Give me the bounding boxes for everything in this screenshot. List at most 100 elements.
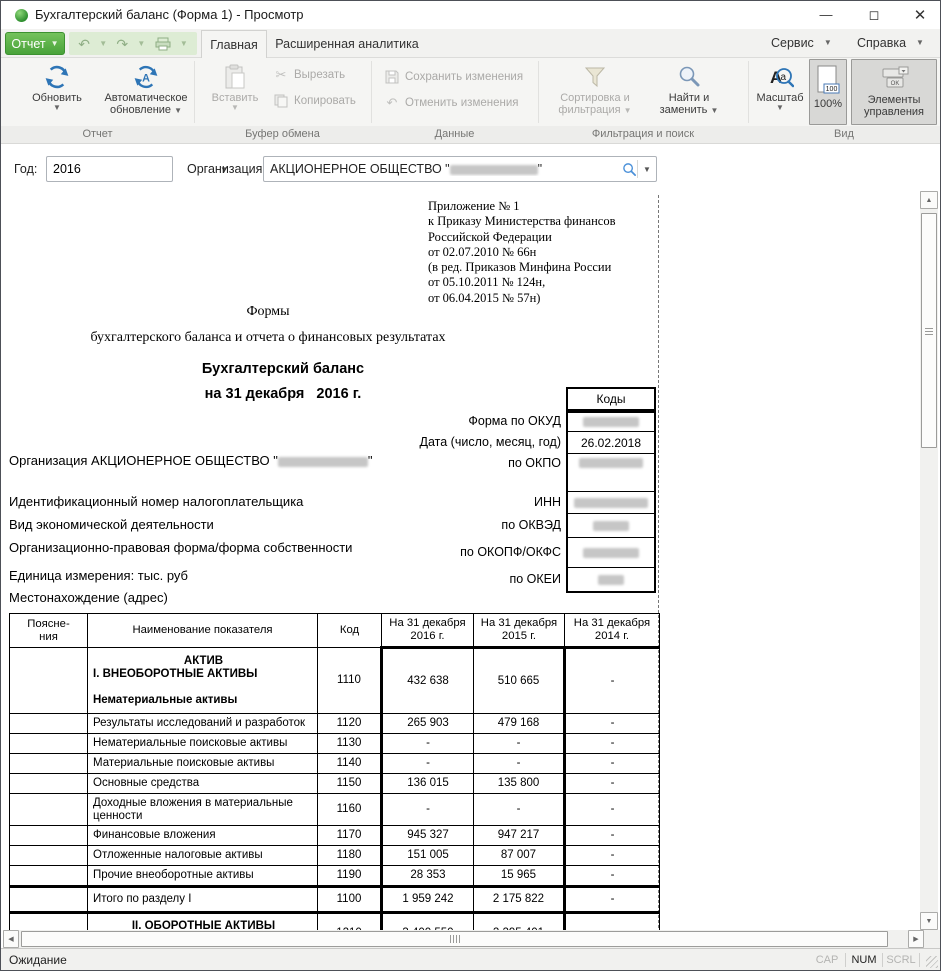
maximize-button[interactable]: ◻ (868, 6, 880, 22)
svg-text:a: a (781, 72, 787, 83)
redacted-text (277, 456, 368, 467)
codes-labels: Форма по ОКУД Дата (число, месяц, год) п… (419, 414, 561, 586)
group-label-filter-search: Фильтрация и поиск (591, 128, 695, 140)
scroll-right-button[interactable]: ▶ (908, 930, 924, 948)
cut-button: ✂ Вырезать (273, 67, 346, 83)
num-lock-indicator: NUM (851, 953, 877, 966)
tab-home[interactable]: Главная (201, 30, 267, 58)
code-value (568, 491, 654, 513)
paste-button: Вставить ▼ (203, 60, 267, 112)
forms-title-line1: Формы (246, 304, 290, 319)
code-value (568, 537, 654, 567)
redacted-text (449, 164, 538, 175)
tab-row: Отчет ▼ ↶ ▼ ↷ ▼ ▼ Главная Расширенная анал… (1, 29, 940, 58)
report-menu-button[interactable]: Отчет ▼ (5, 32, 65, 55)
minimize-button[interactable]: — (819, 7, 833, 22)
horizontal-scrollbar[interactable]: ◀ ▶ (3, 930, 924, 948)
redacted-text (593, 520, 629, 531)
report-date: на 31 декабря 2016 г. (204, 386, 362, 402)
redacted-text (598, 574, 624, 585)
find-replace-button[interactable]: Найти и заменить ▼ (643, 60, 735, 116)
table-row: Доходные вложения в материальные ценност… (9, 793, 660, 826)
ribbon-separator (748, 61, 749, 123)
app-icon (15, 9, 28, 22)
caret-down-icon[interactable]: ▼ (99, 38, 108, 48)
redacted-text (574, 497, 648, 508)
caret-down-icon: ▼ (623, 106, 632, 115)
vertical-scrollbar[interactable]: ▲ ▼ (920, 191, 938, 930)
organization-line: Организация АКЦИОНЕРНОЕ ОБЩЕСТВО " " (9, 453, 373, 468)
page-boundary-line (658, 195, 659, 928)
svg-text:A: A (142, 72, 150, 84)
table-row: Финансовые вложения 1170 945 327 947 217… (9, 825, 660, 846)
ribbon-separator (371, 61, 372, 123)
thumb-grip (925, 326, 933, 335)
table-row: АКТИВ I. ВНЕОБОРОТНЫЕ АКТИВЫ Нематериаль… (9, 646, 660, 714)
controls-button[interactable]: OK Элементы управления (851, 59, 937, 125)
menu-service[interactable]: Сервис ▼ (771, 36, 832, 50)
refresh-button[interactable]: Обновить ▼ (15, 60, 99, 112)
auto-refresh-button[interactable]: A Автоматическое обновление ▼ (99, 60, 193, 116)
table-header-row: Поясне-ния Наименование показателя Код Н… (9, 613, 660, 648)
menu-help[interactable]: Справка ▼ (857, 36, 924, 50)
caret-down-icon: ▼ (916, 38, 924, 47)
print-icon[interactable] (155, 37, 171, 51)
scroll-up-button[interactable]: ▲ (920, 191, 938, 209)
redacted-text (583, 547, 639, 558)
caret-down-icon: ▼ (50, 38, 59, 48)
units-line: Единица измерения: тыс. руб (9, 568, 188, 583)
forms-title-line2: бухгалтерского баланса и отчета о финанс… (90, 330, 446, 345)
caret-down-icon[interactable]: ▼ (220, 164, 228, 174)
caret-down-icon[interactable]: ▼ (643, 164, 651, 174)
balance-table: Поясне-ния Наименование показателя Код Н… (9, 613, 660, 930)
zoom-100-button[interactable]: 100 100% (809, 59, 847, 125)
organization-label: Организация: (187, 162, 266, 176)
tab-advanced-analytics[interactable]: Расширенная аналитика (275, 37, 419, 51)
ribbon-group-row (1, 126, 940, 144)
caret-down-icon: ▼ (776, 103, 784, 112)
year-label: Год: (14, 162, 38, 176)
close-button[interactable]: ✕ (913, 6, 927, 24)
resize-grip[interactable] (926, 955, 938, 968)
horizontal-scroll-thumb[interactable] (21, 931, 888, 947)
group-label-view: Вид (834, 128, 854, 140)
vertical-scroll-thumb[interactable] (921, 213, 937, 448)
scroll-down-button[interactable]: ▼ (920, 912, 938, 930)
filter-funnel-icon (583, 62, 607, 92)
ribbon-separator (194, 61, 195, 123)
report-title: Бухгалтерский баланс (201, 361, 365, 377)
undo-icon[interactable]: ↶ (78, 35, 90, 52)
organization-field[interactable]: АКЦИОНЕРНОЕ ОБЩЕСТВО " " ▼ (263, 156, 657, 182)
codes-header-box: Коды (566, 387, 656, 411)
scroll-left-button[interactable]: ◀ (3, 930, 19, 948)
table-row: Основные средства 1150 136 015 135 800 - (9, 773, 660, 794)
refresh-icon (44, 62, 70, 92)
table-row-total: Итого по разделу I 1100 1 959 242 2 175 … (9, 885, 660, 914)
activity-line: Вид экономической деятельности (9, 517, 214, 532)
caret-down-icon[interactable]: ▼ (179, 38, 188, 48)
window-title: Бухгалтерский баланс (Форма 1) - Просмот… (35, 7, 304, 22)
search-icon[interactable] (622, 162, 637, 177)
title-bar: Бухгалтерский баланс (Форма 1) - Просмот… (1, 1, 940, 29)
scrollbar-corner (924, 930, 940, 948)
ribbon-separator (538, 61, 539, 123)
document-view: Приложение № 1 к Приказу Министерства фи… (3, 191, 920, 930)
table-row: II. ОБОРОТНЫЕ АКТИВЫ Запасы 1210 3 400 5… (9, 912, 660, 930)
table-row: Отложенные налоговые активы 1180 151 005… (9, 845, 660, 866)
caret-down-icon[interactable]: ▼ (137, 38, 146, 48)
redacted-text (583, 417, 639, 427)
undo-changes-button: ↶ Отменить изменения (384, 95, 519, 111)
table-row: Результаты исследований и разработок 112… (9, 713, 660, 734)
zoom-button[interactable]: A a Масштаб ▼ (753, 60, 807, 112)
caret-down-icon: ▼ (710, 106, 719, 115)
quick-access-toolbar: ↶ ▼ ↷ ▼ ▼ (69, 32, 197, 55)
year-input[interactable] (47, 162, 220, 176)
thumb-grip (449, 935, 460, 943)
cut-icon: ✂ (275, 67, 287, 82)
redo-icon[interactable]: ↷ (116, 35, 129, 52)
copy-icon (273, 93, 289, 109)
inn-line: Идентификационный номер налогоплательщик… (9, 494, 304, 509)
code-value (568, 453, 654, 491)
redacted-text (579, 458, 643, 468)
year-field[interactable]: ▼ (46, 156, 228, 182)
